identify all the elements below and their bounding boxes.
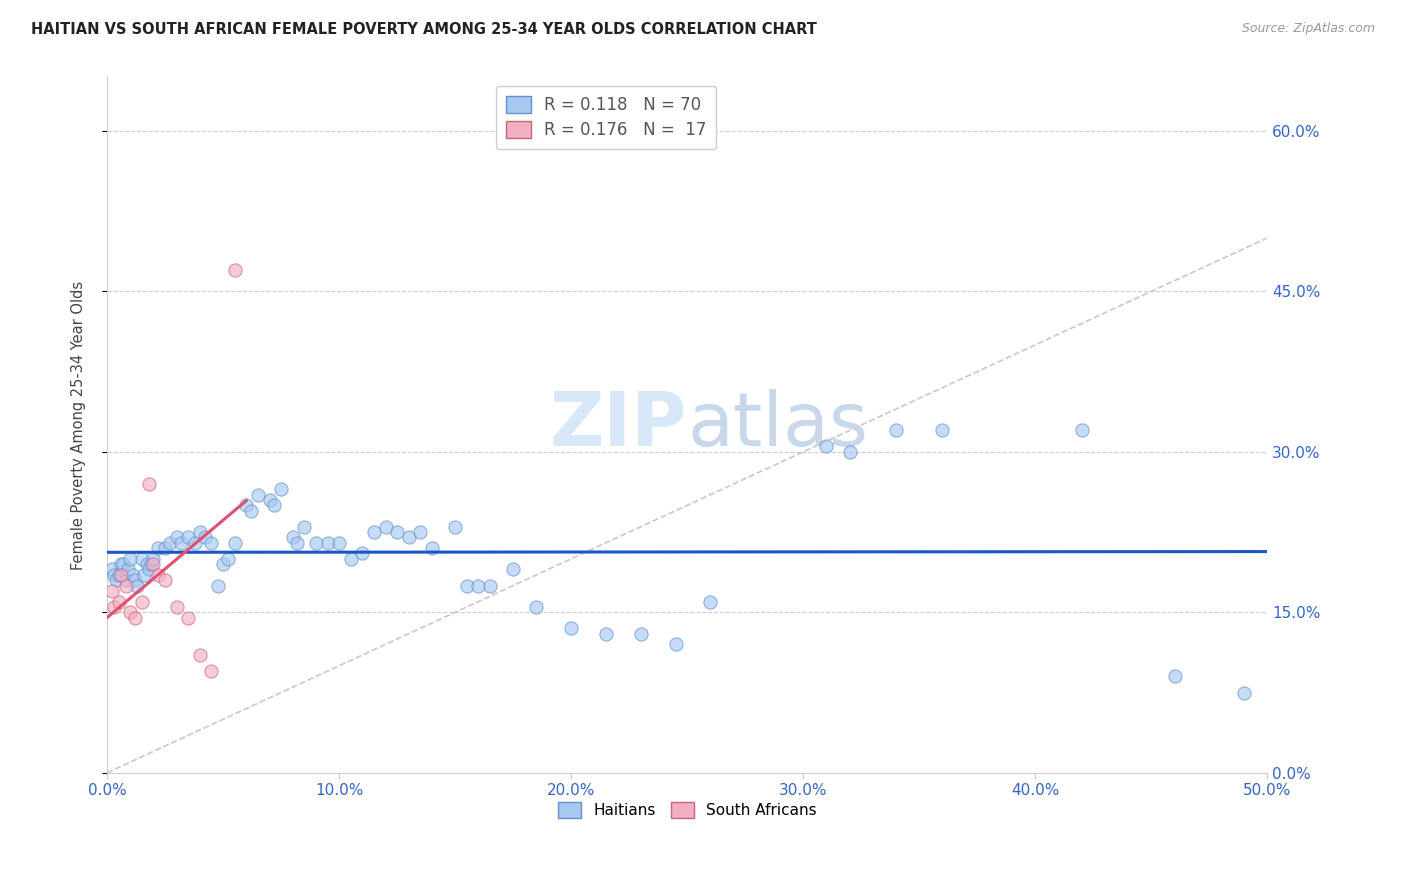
Point bbox=[141, 557, 163, 571]
Point bbox=[107, 594, 129, 608]
Point bbox=[114, 578, 136, 592]
Point bbox=[246, 488, 269, 502]
Point bbox=[110, 557, 132, 571]
Point bbox=[110, 567, 132, 582]
Text: Source: ZipAtlas.com: Source: ZipAtlas.com bbox=[1241, 22, 1375, 36]
Point bbox=[124, 610, 146, 624]
Point bbox=[127, 578, 149, 592]
Point bbox=[112, 557, 135, 571]
Point bbox=[838, 445, 860, 459]
Point bbox=[138, 477, 160, 491]
Point bbox=[884, 424, 907, 438]
Point bbox=[153, 541, 176, 555]
Point bbox=[138, 562, 160, 576]
Point bbox=[385, 524, 408, 539]
Point bbox=[131, 594, 153, 608]
Point bbox=[146, 541, 169, 555]
Point bbox=[103, 599, 125, 614]
Point bbox=[120, 605, 142, 619]
Point bbox=[363, 524, 385, 539]
Point bbox=[444, 519, 467, 533]
Point bbox=[142, 551, 165, 566]
Point bbox=[595, 626, 617, 640]
Point bbox=[217, 551, 239, 566]
Point bbox=[409, 524, 432, 539]
Point bbox=[305, 535, 328, 549]
Point bbox=[177, 530, 200, 544]
Point bbox=[630, 626, 652, 640]
Point bbox=[188, 524, 211, 539]
Point bbox=[100, 562, 122, 576]
Point bbox=[200, 535, 222, 549]
Point bbox=[188, 648, 211, 662]
Point bbox=[124, 573, 146, 587]
Point bbox=[502, 562, 524, 576]
Text: ZIP: ZIP bbox=[550, 389, 688, 461]
Point bbox=[524, 599, 547, 614]
Point bbox=[281, 530, 304, 544]
Point bbox=[665, 637, 688, 651]
Point bbox=[478, 578, 501, 592]
Point bbox=[207, 578, 229, 592]
Point bbox=[931, 424, 953, 438]
Point bbox=[292, 519, 315, 533]
Text: atlas: atlas bbox=[688, 389, 869, 461]
Point bbox=[224, 535, 246, 549]
Point bbox=[166, 599, 188, 614]
Point bbox=[1070, 424, 1092, 438]
Point bbox=[135, 557, 157, 571]
Text: HAITIAN VS SOUTH AFRICAN FEMALE POVERTY AMONG 25-34 YEAR OLDS CORRELATION CHART: HAITIAN VS SOUTH AFRICAN FEMALE POVERTY … bbox=[31, 22, 817, 37]
Point bbox=[114, 573, 136, 587]
Point bbox=[117, 562, 139, 576]
Point bbox=[270, 483, 292, 497]
Point bbox=[1233, 685, 1256, 699]
Legend: Haitians, South Africans: Haitians, South Africans bbox=[551, 796, 823, 824]
Point bbox=[374, 519, 396, 533]
Point bbox=[166, 530, 188, 544]
Point bbox=[456, 578, 478, 592]
Point bbox=[1163, 669, 1185, 683]
Point bbox=[177, 610, 200, 624]
Y-axis label: Female Poverty Among 25-34 Year Olds: Female Poverty Among 25-34 Year Olds bbox=[72, 280, 86, 570]
Point bbox=[815, 440, 838, 454]
Point bbox=[200, 664, 222, 678]
Point bbox=[103, 567, 125, 582]
Point bbox=[259, 493, 281, 508]
Point bbox=[420, 541, 443, 555]
Point bbox=[224, 263, 246, 277]
Point bbox=[105, 573, 128, 587]
Point bbox=[560, 621, 582, 635]
Point bbox=[352, 546, 374, 560]
Point bbox=[159, 535, 181, 549]
Point bbox=[285, 535, 308, 549]
Point bbox=[235, 498, 257, 512]
Point bbox=[316, 535, 339, 549]
Point bbox=[339, 551, 361, 566]
Point bbox=[467, 578, 489, 592]
Point bbox=[121, 567, 143, 582]
Point bbox=[131, 551, 153, 566]
Point bbox=[263, 498, 285, 512]
Point bbox=[146, 567, 169, 582]
Point bbox=[107, 567, 129, 582]
Point bbox=[134, 567, 156, 582]
Point bbox=[142, 557, 165, 571]
Point bbox=[153, 573, 176, 587]
Point bbox=[328, 535, 350, 549]
Point bbox=[398, 530, 420, 544]
Point bbox=[120, 551, 142, 566]
Point bbox=[100, 583, 122, 598]
Point bbox=[184, 535, 207, 549]
Point bbox=[699, 594, 721, 608]
Point bbox=[193, 530, 215, 544]
Point bbox=[239, 503, 262, 517]
Point bbox=[212, 557, 235, 571]
Point bbox=[170, 535, 193, 549]
